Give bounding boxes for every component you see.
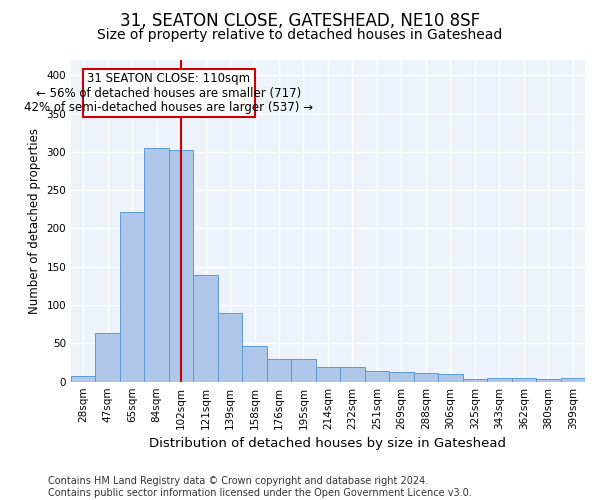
Bar bbox=[365, 371, 389, 382]
Text: 31 SEATON CLOSE: 110sqm: 31 SEATON CLOSE: 110sqm bbox=[87, 72, 250, 86]
Bar bbox=[340, 367, 365, 382]
Text: 42% of semi-detached houses are larger (537) →: 42% of semi-detached houses are larger (… bbox=[25, 102, 313, 114]
Text: Size of property relative to detached houses in Gateshead: Size of property relative to detached ho… bbox=[97, 28, 503, 42]
Bar bbox=[145, 148, 169, 382]
Bar bbox=[267, 358, 291, 382]
Bar bbox=[438, 374, 463, 382]
Bar bbox=[120, 212, 145, 382]
Bar bbox=[291, 358, 316, 382]
Bar bbox=[169, 150, 193, 382]
Bar bbox=[71, 376, 95, 382]
Bar bbox=[487, 378, 512, 382]
Text: 31, SEATON CLOSE, GATESHEAD, NE10 8SF: 31, SEATON CLOSE, GATESHEAD, NE10 8SF bbox=[120, 12, 480, 30]
Bar bbox=[95, 334, 120, 382]
Bar bbox=[83, 69, 254, 117]
X-axis label: Distribution of detached houses by size in Gateshead: Distribution of detached houses by size … bbox=[149, 437, 506, 450]
Bar bbox=[218, 312, 242, 382]
Bar bbox=[463, 378, 487, 382]
Bar bbox=[316, 367, 340, 382]
Bar bbox=[389, 372, 413, 382]
Bar bbox=[512, 378, 536, 382]
Bar bbox=[193, 275, 218, 382]
Bar bbox=[560, 378, 585, 382]
Bar bbox=[413, 374, 438, 382]
Text: Contains HM Land Registry data © Crown copyright and database right 2024.
Contai: Contains HM Land Registry data © Crown c… bbox=[48, 476, 472, 498]
Bar bbox=[536, 380, 560, 382]
Y-axis label: Number of detached properties: Number of detached properties bbox=[28, 128, 41, 314]
Bar bbox=[242, 346, 267, 382]
Text: ← 56% of detached houses are smaller (717): ← 56% of detached houses are smaller (71… bbox=[36, 87, 301, 100]
